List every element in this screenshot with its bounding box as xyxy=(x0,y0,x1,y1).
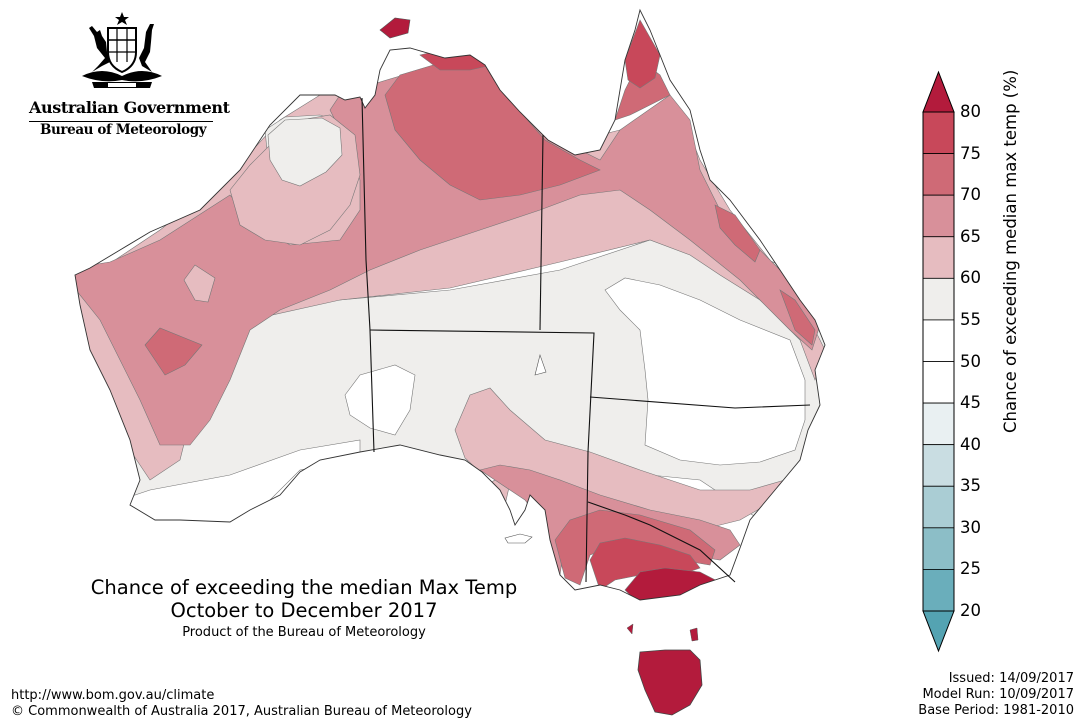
map-title-block: Chance of exceeding the median Max Temp … xyxy=(54,576,554,643)
legend-band-40_45 xyxy=(922,402,955,446)
legend-tick-label: 25 xyxy=(960,559,981,579)
kangaroo-island xyxy=(504,533,533,544)
state-borders xyxy=(361,97,811,583)
legend-band-25_30 xyxy=(922,527,955,570)
issued-date: Issued: 14/09/2017 xyxy=(948,671,1074,686)
legend-band-50_55 xyxy=(922,319,955,362)
logo-divider xyxy=(29,121,213,122)
legend-band-65_70 xyxy=(922,194,955,238)
legend-band-20_25 xyxy=(922,569,955,612)
legend-band-35_40 xyxy=(922,444,955,487)
coat-of-arms-icon xyxy=(82,12,162,88)
copyright-text: © Commonwealth of Australia 2017, Austra… xyxy=(11,704,472,719)
legend-tick-label: 65 xyxy=(960,226,981,246)
legend-band-70_75 xyxy=(922,153,955,196)
legend-tick-label: 40 xyxy=(960,434,981,454)
legend-band-60_65 xyxy=(922,236,955,279)
legend-tick-label: 30 xyxy=(960,517,981,537)
flinders-island xyxy=(689,627,699,642)
footer-left: http://www.bom.gov.au/climate © Commonwe… xyxy=(11,688,472,720)
map-title: Chance of exceeding the median Max Temp xyxy=(90,576,518,599)
map-period: October to December 2017 xyxy=(170,599,438,622)
legend-arrow-top xyxy=(922,70,955,113)
color-legend: 80 75 70 65 60 55 50 45 40 35 30 25 20 Chance of exc… xyxy=(918,68,1078,658)
government-name: Australian Government xyxy=(29,98,230,117)
map-product: Product of the Bureau of Meteorology xyxy=(182,625,426,640)
legend-tick-label: 45 xyxy=(960,393,981,413)
legend-tick-label: 35 xyxy=(960,476,981,496)
legend-tick-label: 80 xyxy=(960,102,981,121)
legend-title: Chance of exceeding median max temp (%) xyxy=(1001,69,1020,433)
legend-tick-label: 70 xyxy=(960,185,981,205)
tasmania xyxy=(637,649,703,716)
legend-colorbar xyxy=(922,70,955,653)
legend-tick-label: 20 xyxy=(960,601,981,620)
model-run-date: Model Run: 10/09/2017 xyxy=(922,687,1074,702)
legend-band-30_35 xyxy=(922,485,955,529)
legend-band-55_60 xyxy=(922,277,955,321)
bom-logo: Australian Government Bureau of Meteorol… xyxy=(22,10,230,140)
legend-tick-label: 60 xyxy=(960,268,981,288)
bureau-name: Bureau of Meteorology xyxy=(40,122,207,138)
footer-right: Issued: 14/09/2017 Model Run: 10/09/2017… xyxy=(918,671,1074,719)
legend-tick-label: 75 xyxy=(960,143,981,163)
australia-map xyxy=(74,9,826,716)
king-island xyxy=(626,623,634,635)
base-period: Base Period: 1981-2010 xyxy=(918,703,1074,718)
legend-tick-label: 55 xyxy=(960,309,981,329)
legend-arrow-bottom xyxy=(922,610,955,653)
melville-island xyxy=(379,17,411,39)
legend-band-75_80 xyxy=(922,111,955,154)
bom-url[interactable]: http://www.bom.gov.au/climate xyxy=(11,688,215,703)
legend-band-45_50 xyxy=(922,361,955,404)
legend-tick-label: 50 xyxy=(960,351,981,371)
